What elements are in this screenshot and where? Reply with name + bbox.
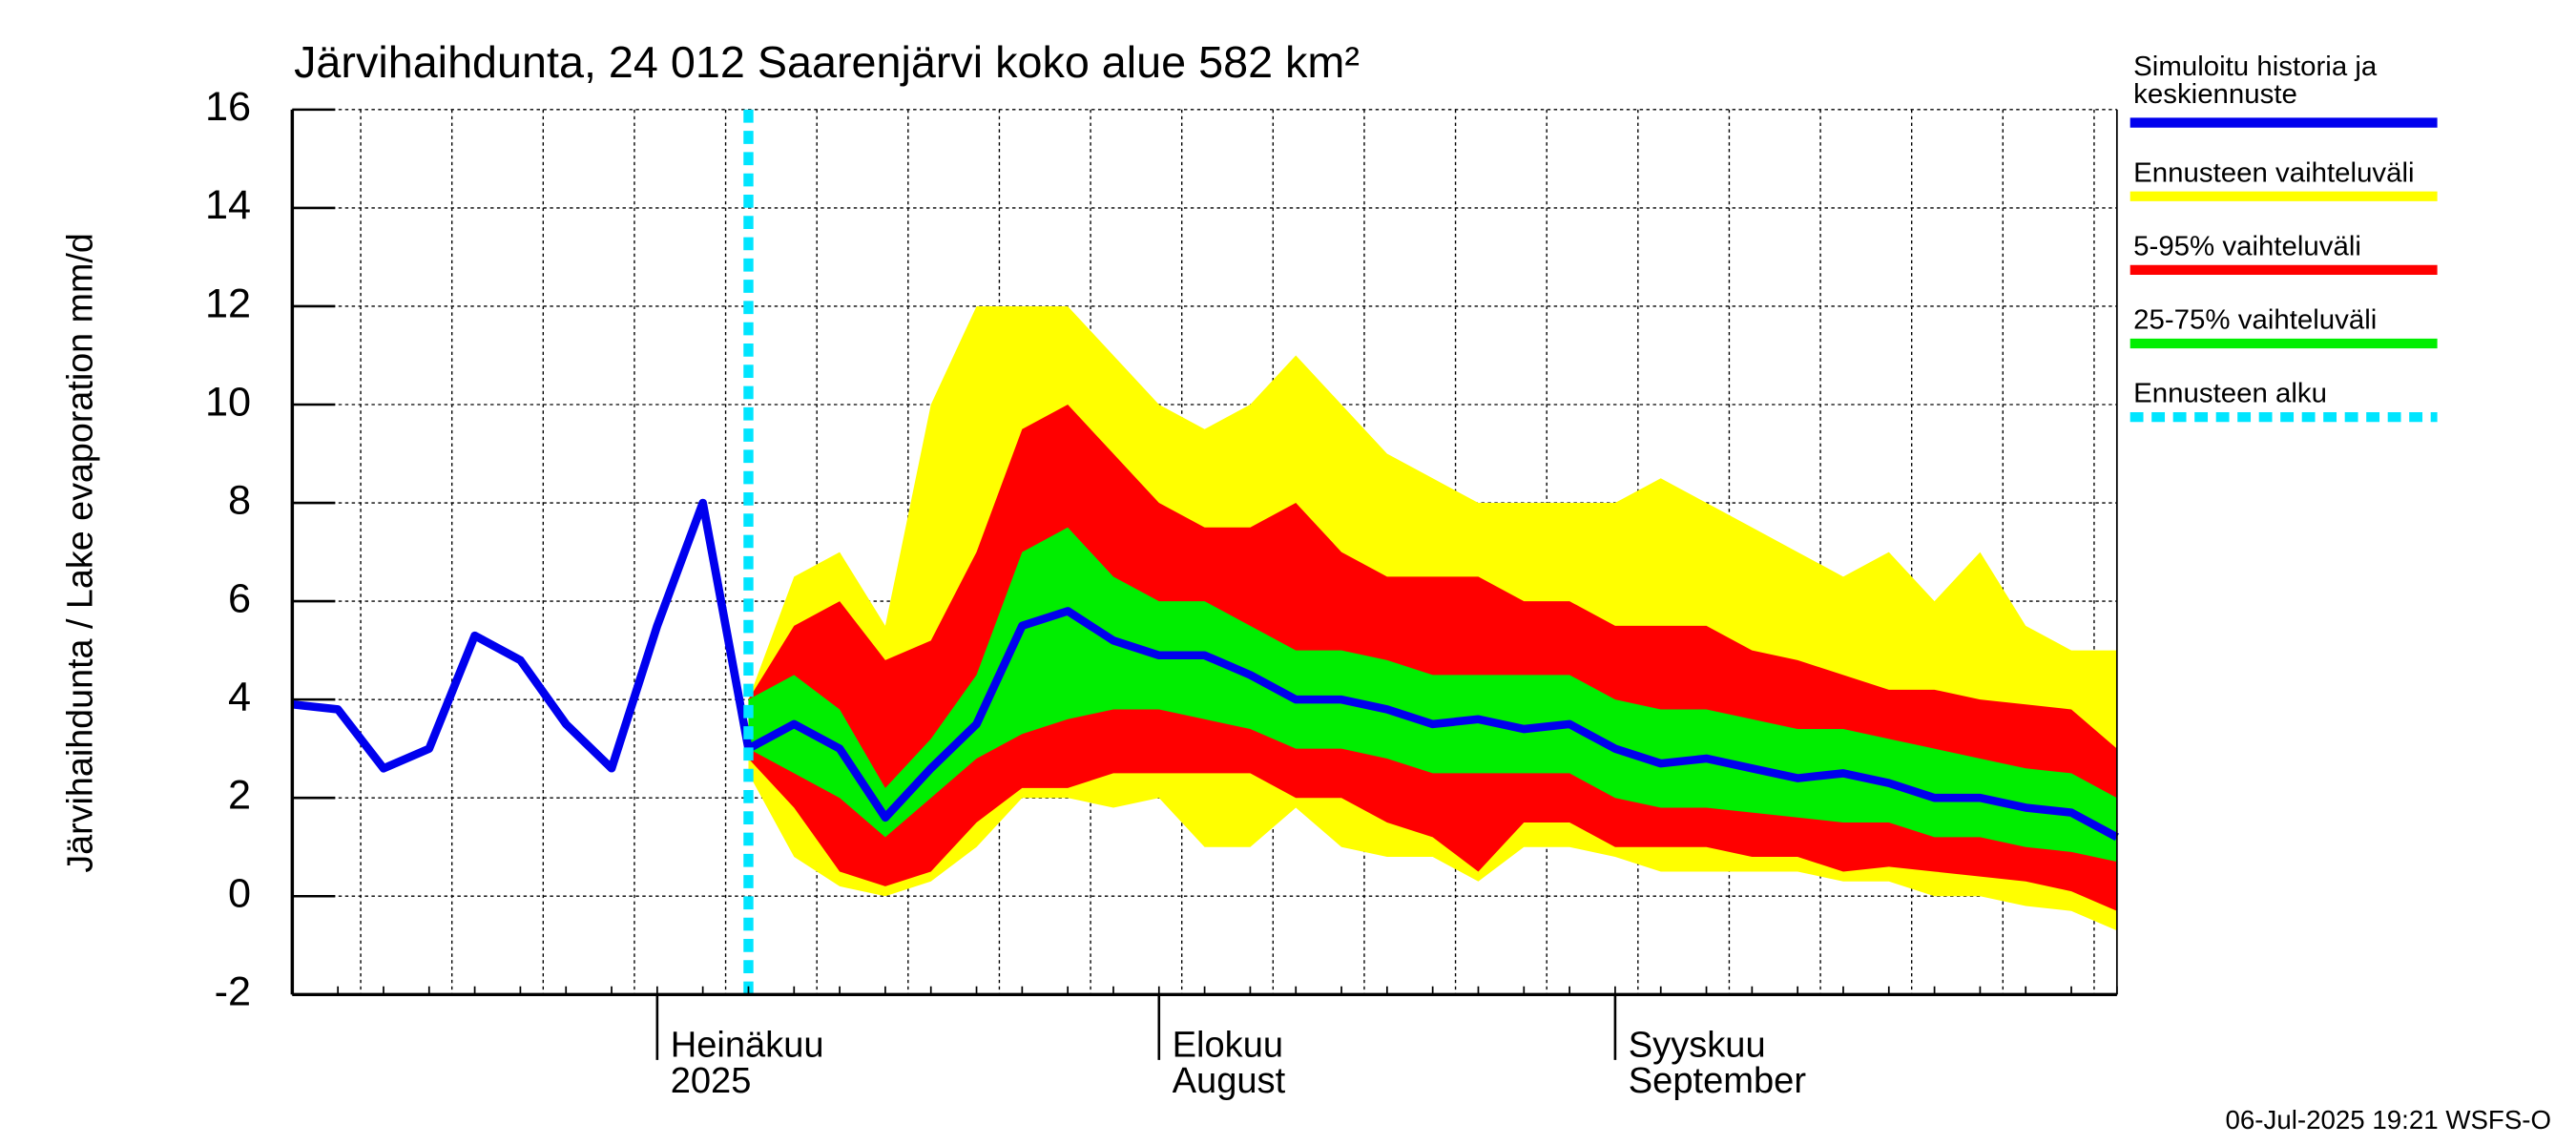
y-tick-label: 2 (228, 773, 251, 819)
x-tick-label: Syyskuu September (1628, 1027, 1807, 1101)
legend-label-box: Ennusteen vaihteluväli (2133, 158, 2415, 189)
y-tick-label: 14 (205, 182, 251, 228)
legend-label: Ennusteen vaihteluväli (2133, 158, 2415, 189)
legend-label: 5-95% vaihteluväli (2133, 232, 2361, 262)
legend-label-box: 25-75% vaihteluväli (2133, 305, 2378, 336)
chart-title: Järvihaihdunta, 24 012 Saarenjärvi koko … (294, 37, 1360, 87)
legend-label: 25-75% vaihteluväli (2133, 305, 2378, 336)
y-tick-label: 16 (205, 84, 251, 130)
y-tick-label: 4 (228, 675, 251, 720)
y-tick-label: 10 (205, 380, 251, 426)
x-tick-label-box: Heinäkuu 2025 (670, 1027, 824, 1101)
y-tick-label: -2 (215, 969, 251, 1015)
y-tick-label: 8 (228, 478, 251, 524)
line (291, 498, 2119, 842)
y-tick-label: 0 (228, 871, 251, 917)
x-tick-label: Heinäkuu 2025 (670, 1027, 824, 1101)
y-tick-label: 12 (205, 281, 251, 326)
legend-label: Simuloitu historia ja keskiennuste (2133, 52, 2378, 110)
footer: 06-Jul-2025 19:21 WSFS-O (2226, 1105, 2552, 1135)
legend-label: Ennusteen alku (2133, 379, 2328, 409)
y-axis-label: Järvihaihdunta / Lake evaporation mm/d (60, 233, 100, 873)
legend-label-box: Ennusteen alku (2133, 379, 2328, 409)
x-tick-label-box: Elokuu August (1172, 1027, 1286, 1101)
legend-label-box: 5-95% vaihteluväli (2133, 232, 2361, 262)
band (748, 527, 2117, 863)
legend-label-box: Simuloitu historia ja keskiennuste (2133, 52, 2378, 110)
y-tick-label: 6 (228, 576, 251, 622)
x-tick-label-box: Syyskuu September (1628, 1027, 1807, 1101)
x-tick-label: Elokuu August (1172, 1027, 1286, 1101)
